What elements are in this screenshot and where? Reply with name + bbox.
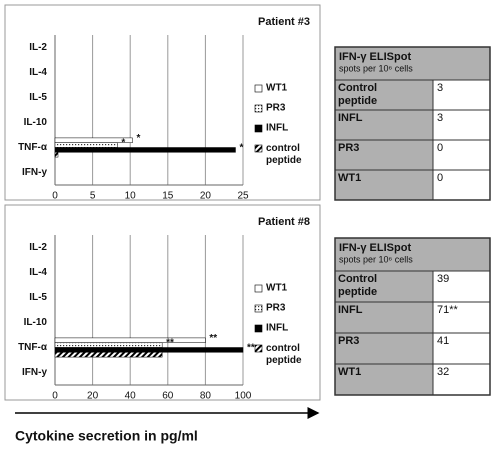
legend-swatch [254,344,263,353]
x-tick-label: 5 [90,191,96,202]
y-tick-label: TNF-α [18,342,48,353]
row-label-cell [334,169,434,201]
value-cell [432,270,491,303]
y-tick-label: TNF-α [18,142,48,153]
cell-value: 32 [437,366,449,378]
x-tick-label: 0 [52,391,58,402]
y-tick-label: IL-5 [29,92,47,103]
legend-label: PR3 [266,303,286,314]
cell-value: 71** [437,304,459,316]
y-tick-label: IL-4 [29,67,47,78]
row-label: PR3 [338,142,359,154]
legend-label: PR3 [266,103,286,114]
value-cell [432,169,491,201]
value-cell [432,109,491,141]
annotation: ** [247,343,255,354]
legend-label: INFL [266,323,288,334]
legend-swatch [254,304,263,313]
row-label: PR3 [338,335,359,347]
x-tick-label: 40 [125,391,137,402]
x-tick-label: 0 [52,191,58,202]
legend-label: WT1 [266,83,288,94]
legend-swatch [254,284,263,293]
y-tick-label: IL-10 [24,117,48,128]
bar [54,352,163,358]
row-label-cell [334,270,434,303]
y-tick-label: IL-2 [29,242,47,253]
row-label: INFL [338,304,363,316]
x-tick-label: 100 [235,391,252,402]
panel [4,4,321,201]
row-label: Control peptide [338,82,377,107]
value-cell [432,79,491,111]
panel [4,204,321,401]
x-tick-label: 10 [125,191,137,202]
x-tick-label: 80 [200,391,212,402]
row-label: INFL [338,112,363,124]
bar [54,342,163,348]
bar [54,147,236,153]
bar [54,142,118,148]
x-tick-label: 20 [87,391,99,402]
annotation: * [121,138,125,149]
value-cell [432,363,491,396]
x-tick-label: 20 [200,191,212,202]
cell-value: 39 [437,273,449,285]
row-label: WT1 [338,366,361,378]
table-border [334,46,491,201]
legend-swatch [254,324,263,333]
annotation: * [136,133,140,144]
cell-value: 0 [437,172,443,184]
x-tick-label: 15 [162,191,174,202]
annotation: ** [209,333,217,344]
legend-swatch [254,104,263,113]
table-title: IFN-γ ELISpot [339,242,411,254]
value-cell [432,332,491,365]
y-tick-label: IL-2 [29,42,47,53]
legend-swatch [254,124,263,133]
y-tick-label: IL-5 [29,292,47,303]
x-tick-label: 25 [237,191,249,202]
annotation: * [239,143,243,154]
table-header [334,237,491,272]
legend-label: control peptide [266,343,302,366]
x-tick-label: 60 [162,391,174,402]
y-tick-label: IFN-y [22,367,47,378]
chart-title: Patient #8 [258,216,310,228]
table-subtitle: spots per 10⁶ cells [339,63,413,73]
legend-label: control peptide [266,143,302,166]
cell-value: 0 [437,142,443,154]
bar [54,347,244,353]
y-tick-label: IFN-y [22,167,47,178]
annotation: ** [166,338,174,349]
legend-label: INFL [266,123,288,134]
y-tick-label: IL-4 [29,267,47,278]
legend-label: WT1 [266,283,288,294]
table-border [334,237,491,396]
legend-swatch [254,84,263,93]
cell-value: 3 [437,112,443,124]
table-title: IFN-γ ELISpot [339,51,411,63]
value-cell [432,301,491,334]
row-label: WT1 [338,172,361,184]
table-subtitle: spots per 10⁶ cells [339,254,413,264]
bar [54,152,59,158]
cell-value: 41 [437,335,449,347]
legend-swatch [254,144,263,153]
caption: Cytokine secretion in pg/ml [15,428,198,444]
cell-value: 3 [437,82,443,94]
chart-title: Patient #3 [258,16,310,28]
y-tick-label: IL-10 [24,317,48,328]
bar [54,337,206,343]
row-label: Control peptide [338,273,377,298]
